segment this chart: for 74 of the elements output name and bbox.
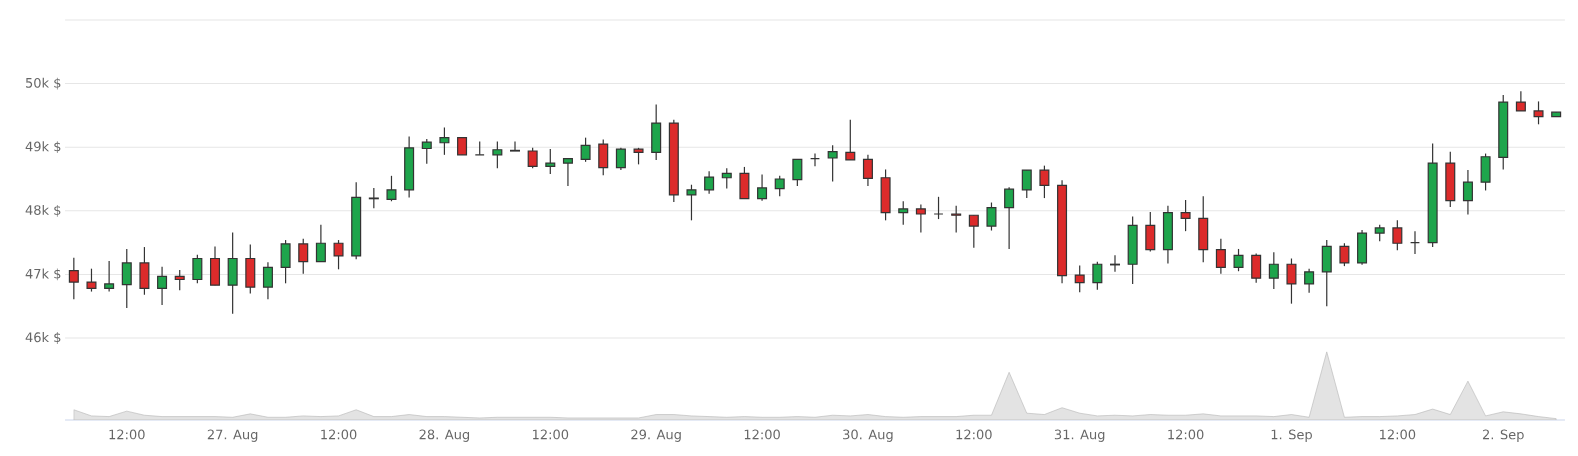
candlestick — [968, 214, 979, 249]
candlestick — [1233, 248, 1244, 272]
x-tick-label: 29. Aug — [631, 429, 681, 442]
candlestick — [1092, 261, 1103, 291]
x-tick-label: 28. Aug — [419, 429, 470, 442]
candlestick — [368, 187, 379, 209]
x-tick-label: 12:00 — [1168, 429, 1204, 440]
candlestick — [1109, 254, 1121, 273]
candlestick — [315, 224, 326, 263]
candlestick — [527, 147, 538, 169]
x-tick-label: 12:00 — [109, 429, 145, 440]
candlestick — [1251, 252, 1262, 284]
candlestick — [951, 205, 962, 234]
y-tick-label: 46k $ — [25, 332, 61, 344]
candlestick — [421, 138, 432, 165]
candlestick — [333, 239, 344, 270]
candlestick — [580, 137, 591, 163]
y-tick-label: 47k $ — [25, 268, 61, 281]
candlestick — [845, 119, 856, 161]
candlestick — [1004, 186, 1015, 250]
candlestick — [1180, 199, 1191, 232]
x-tick-label: 31. Aug — [1054, 429, 1105, 442]
candlestick — [898, 200, 909, 226]
candlestick — [792, 158, 803, 187]
candlestick — [862, 154, 873, 187]
x-tick-label: 12:00 — [532, 429, 569, 440]
candlestick — [915, 203, 926, 234]
x-tick-label: 12:00 — [321, 429, 357, 440]
x-tick-label: 12:00 — [1380, 429, 1416, 440]
candlestick — [298, 238, 309, 275]
candlestick — [774, 175, 785, 197]
y-tick-label: 48k $ — [25, 204, 61, 217]
candlestick — [121, 248, 132, 309]
candlestick — [986, 201, 997, 232]
candlestick — [68, 257, 79, 300]
candlestick — [757, 173, 768, 202]
candlestick — [1462, 169, 1473, 216]
candlestick — [280, 239, 291, 284]
x-tick-label: 30. Aug — [843, 429, 893, 442]
candlestick — [492, 140, 503, 169]
candlestick — [192, 254, 203, 284]
candlestick — [1021, 169, 1032, 199]
x-tick-label: 27. Aug — [207, 429, 258, 442]
candlestick — [1074, 264, 1085, 293]
candlestick — [598, 138, 609, 176]
candlestick — [545, 148, 556, 175]
candlestick — [1304, 268, 1315, 294]
candlestick — [509, 140, 521, 152]
candlestick — [386, 175, 397, 202]
candlestick — [86, 268, 97, 293]
x-tick-label: 12:00 — [956, 429, 992, 440]
x-tick-label: 12:00 — [744, 429, 780, 440]
candlestick — [1392, 219, 1403, 251]
candlestick — [157, 266, 168, 306]
y-tick-label: 49k $ — [25, 141, 61, 154]
candlestick — [439, 126, 450, 156]
candlestick — [1533, 100, 1544, 125]
x-tick-label: 1. Sep — [1271, 429, 1312, 442]
candlestick — [1286, 257, 1297, 305]
y-tick-label: 50k $ — [26, 77, 61, 90]
x-tick-label: 2. Sep — [1482, 429, 1524, 442]
candlestick — [262, 261, 273, 300]
candlestick — [1039, 165, 1050, 199]
candlestick — [104, 260, 115, 293]
candlestick — [562, 158, 573, 187]
candlestick — [1268, 251, 1279, 290]
candlestick — [1515, 90, 1526, 112]
candlestick — [1339, 242, 1350, 267]
candlestick — [827, 144, 838, 183]
candlestick — [1215, 238, 1226, 275]
candlestick — [174, 269, 185, 291]
candlestick — [704, 170, 715, 195]
candlestick — [721, 167, 732, 190]
candlestick — [686, 184, 697, 221]
